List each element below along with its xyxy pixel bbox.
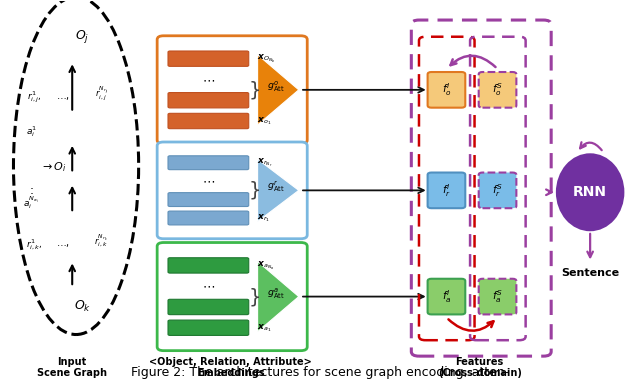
Text: $f^I_a$: $f^I_a$ [442, 288, 451, 305]
Text: $r^{N_{r_{ij}}}_{i,j}$: $r^{N_{r_{ij}}}_{i,j}$ [95, 84, 108, 102]
Polygon shape [257, 262, 299, 332]
Text: $\cdots$: $\cdots$ [202, 73, 215, 86]
Text: $f^I_o$: $f^I_o$ [442, 81, 451, 98]
Text: $\boldsymbol{x}_{a_{N_a}}$: $\boldsymbol{x}_{a_{N_a}}$ [257, 259, 274, 271]
Text: $g^r_{\mathrm{Att}}$: $g^r_{\mathrm{Att}}$ [267, 180, 284, 194]
Text: $r^1_{i,j},$: $r^1_{i,j},$ [27, 89, 41, 105]
FancyBboxPatch shape [157, 243, 307, 351]
Text: $\ldots,$: $\ldots,$ [56, 239, 70, 249]
Text: Features
(Cross-domain): Features (Cross-domain) [438, 356, 522, 378]
FancyBboxPatch shape [479, 172, 516, 208]
Text: :: : [29, 184, 33, 197]
Text: $a^{N_{a_i}}_i$: $a^{N_{a_i}}_i$ [23, 194, 40, 211]
FancyBboxPatch shape [168, 320, 249, 335]
FancyBboxPatch shape [479, 72, 516, 108]
Polygon shape [257, 55, 299, 125]
FancyBboxPatch shape [168, 156, 249, 170]
Text: <Object, Relation, Attribute>
Embeddings: <Object, Relation, Attribute> Embeddings [149, 356, 312, 378]
Text: Input
Scene Graph: Input Scene Graph [37, 356, 108, 378]
FancyBboxPatch shape [168, 299, 249, 314]
Text: $g^o_{\mathrm{Att}}$: $g^o_{\mathrm{Att}}$ [267, 79, 284, 94]
Text: Figure 2: The architectures for scene graph encoding, atten-: Figure 2: The architectures for scene gr… [131, 366, 509, 379]
Text: $r^{N_{r_{ik}}}_{i,k}$: $r^{N_{r_{ik}}}_{i,k}$ [94, 232, 109, 248]
FancyBboxPatch shape [428, 279, 465, 314]
Text: $f^I_r$: $f^I_r$ [442, 182, 451, 199]
FancyBboxPatch shape [168, 93, 249, 108]
Text: }: } [249, 287, 261, 306]
FancyBboxPatch shape [168, 211, 249, 225]
FancyBboxPatch shape [428, 72, 465, 108]
FancyBboxPatch shape [157, 142, 307, 239]
Text: $f^S_r$: $f^S_r$ [492, 182, 503, 199]
Text: $r^1_{i,k},$: $r^1_{i,k},$ [26, 237, 42, 252]
FancyBboxPatch shape [157, 36, 307, 144]
Text: $\boldsymbol{x}_{r_{N_r}}$: $\boldsymbol{x}_{r_{N_r}}$ [257, 157, 273, 169]
Text: }: } [249, 181, 261, 200]
Text: $\boldsymbol{x}_{a_1}$: $\boldsymbol{x}_{a_1}$ [257, 322, 271, 334]
FancyBboxPatch shape [168, 113, 249, 129]
Ellipse shape [557, 154, 623, 230]
Text: $O_k$: $O_k$ [74, 299, 91, 314]
FancyBboxPatch shape [168, 193, 249, 207]
Text: $O_j$: $O_j$ [76, 28, 90, 45]
Text: $\cdots$: $\cdots$ [202, 175, 215, 188]
Text: $\boldsymbol{x}_{O_{N_b}}$: $\boldsymbol{x}_{O_{N_b}}$ [257, 53, 275, 65]
FancyBboxPatch shape [479, 279, 516, 314]
Text: $g^a_{\mathrm{Att}}$: $g^a_{\mathrm{Att}}$ [267, 286, 284, 301]
Text: $f^S_o$: $f^S_o$ [492, 81, 503, 98]
Text: $\rightarrow O_i$: $\rightarrow O_i$ [40, 160, 67, 174]
Text: $\cdots$: $\cdots$ [202, 280, 215, 293]
Text: $\boldsymbol{x}_{r_1}$: $\boldsymbol{x}_{r_1}$ [257, 212, 270, 224]
Text: $\boldsymbol{x}_{o_1}$: $\boldsymbol{x}_{o_1}$ [257, 115, 271, 127]
FancyBboxPatch shape [168, 258, 249, 273]
Text: }: } [249, 80, 261, 99]
Text: $\ldots,$: $\ldots,$ [56, 93, 70, 103]
Text: $a^1_i$: $a^1_i$ [26, 124, 37, 139]
Text: RNN: RNN [573, 185, 607, 199]
Text: Sentence: Sentence [561, 268, 619, 278]
Text: $f^S_a$: $f^S_a$ [492, 288, 503, 305]
Polygon shape [257, 159, 299, 222]
FancyBboxPatch shape [168, 51, 249, 66]
FancyBboxPatch shape [428, 172, 465, 208]
